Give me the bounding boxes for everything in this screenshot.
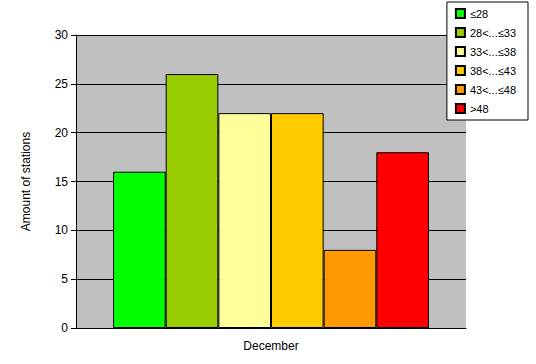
svg-text:43<...≤48: 43<...≤48: [470, 84, 516, 96]
svg-text:0: 0: [61, 321, 68, 335]
svg-text:20: 20: [55, 126, 69, 140]
svg-text:10: 10: [55, 223, 69, 237]
svg-text:33<...≤38: 33<...≤38: [470, 46, 516, 58]
svg-text:15: 15: [55, 175, 69, 189]
svg-text:30: 30: [55, 28, 69, 42]
svg-text:≤28: ≤28: [470, 8, 488, 20]
svg-text:38<...≤43: 38<...≤43: [470, 65, 516, 77]
svg-text:December: December: [243, 339, 298, 353]
svg-text:28<...≤33: 28<...≤33: [470, 27, 516, 39]
svg-text:Amount of stations: Amount of stations: [19, 132, 33, 231]
svg-text:25: 25: [55, 77, 69, 91]
svg-text:>48: >48: [470, 103, 489, 115]
svg-text:5: 5: [61, 272, 68, 286]
